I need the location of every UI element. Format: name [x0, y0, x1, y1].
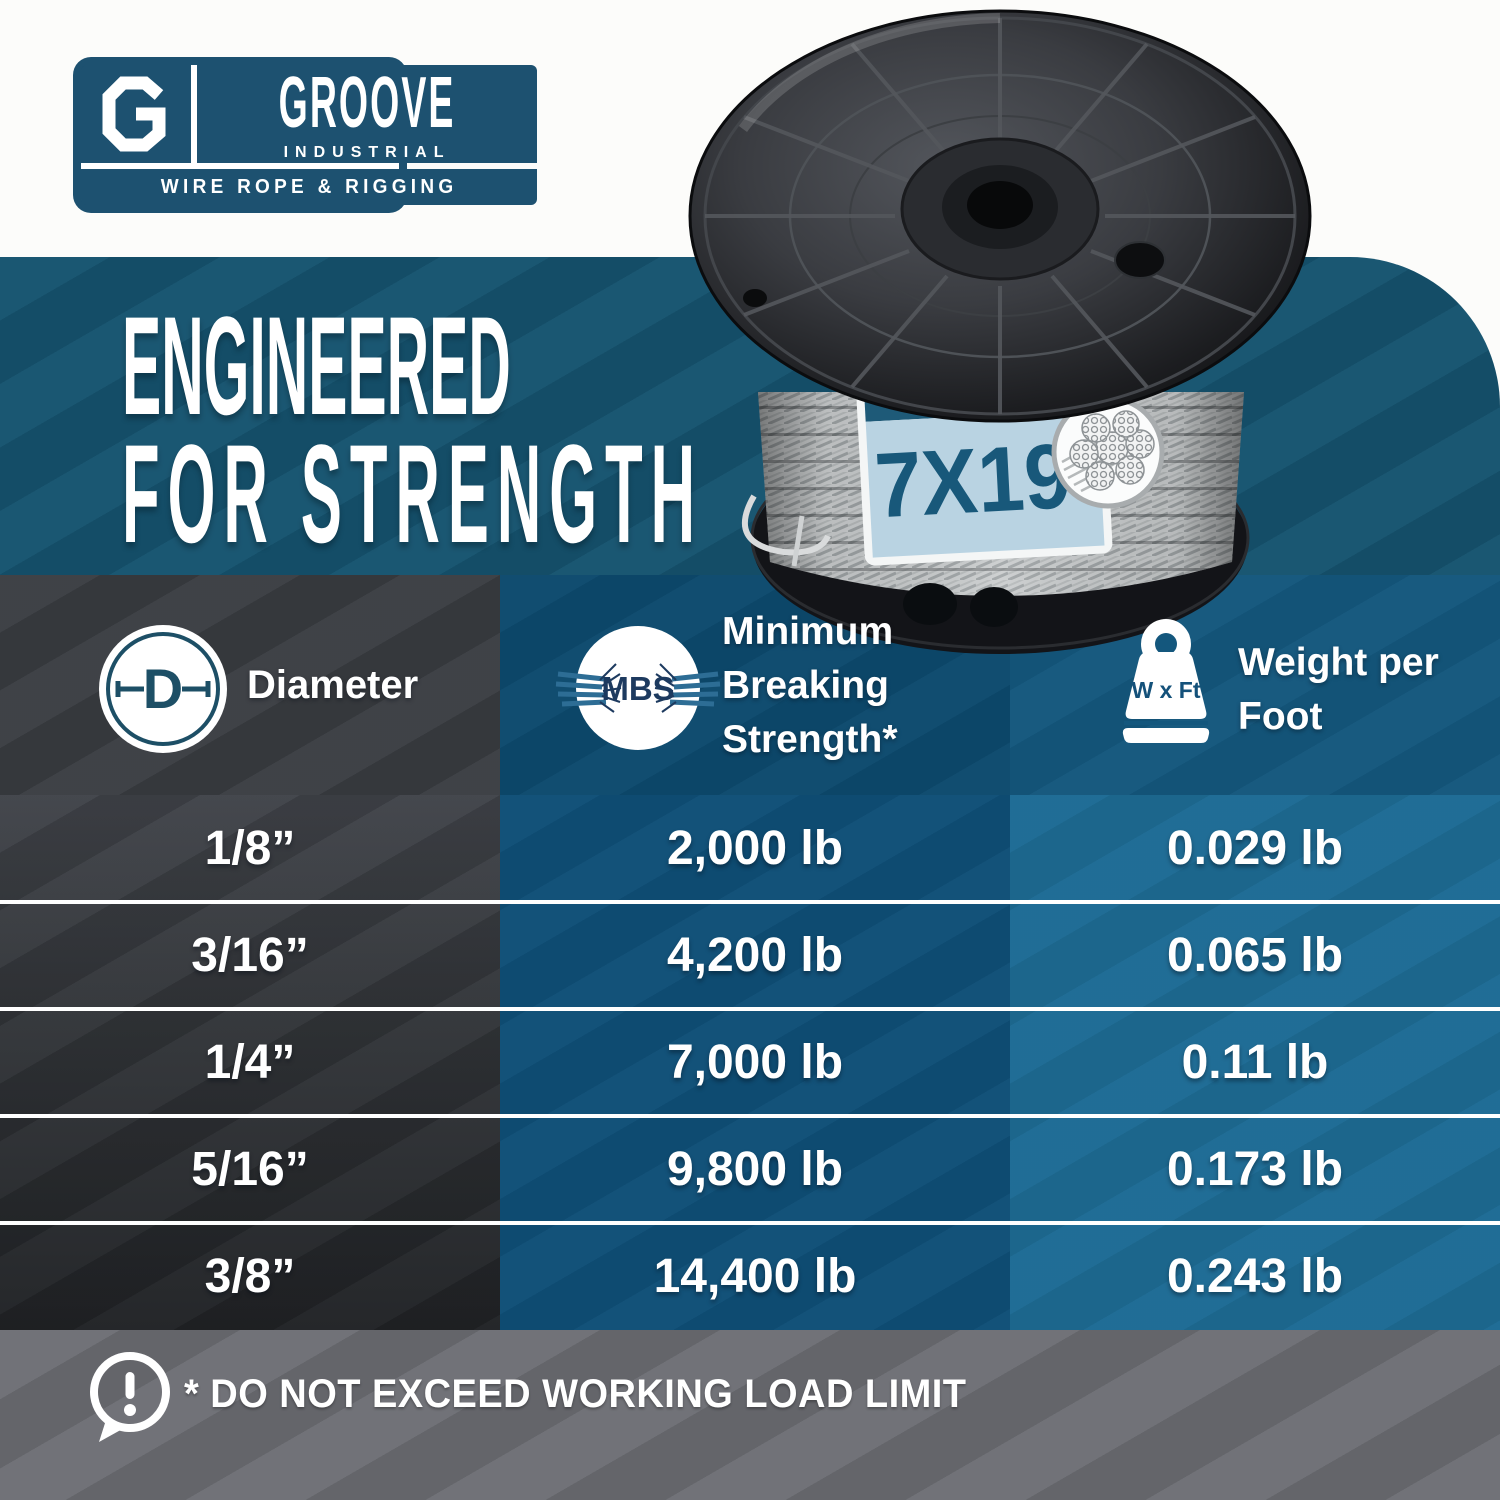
cell-diameter: 1/4” [204, 1036, 296, 1089]
stray-wire [741, 494, 831, 556]
cell-diameter: 3/16” [191, 929, 309, 982]
body-col-weight-bg [1010, 795, 1500, 1330]
cell-mbs: 9,800 lb [666, 1143, 844, 1196]
table-row: 3/16” 4,200 lb 0.065 lb [0, 902, 1500, 1009]
brand-name: GROOVE [278, 62, 456, 143]
cell-weight: 0.173 lb [1166, 1143, 1344, 1196]
table-row: 3/8” 14,400 lb 0.243 lb [0, 1223, 1500, 1330]
brand-tagline: WIRE ROPE & RIGGING [160, 175, 458, 198]
header-label-weight: Weight per Foot [1238, 641, 1439, 738]
table-row: 5/16” 9,800 lb 0.173 lb [0, 1116, 1500, 1223]
table-row: 1/4” 7,000 lb 0.11 lb [0, 1009, 1500, 1116]
body-col-mbs-bg [500, 795, 1010, 1330]
cable-spool-photo: GROOVE INDUSTRIAL WIRE ROPE & RIGGING Ho… [688, 9, 1312, 654]
cell-weight: 0.11 lb [1181, 1036, 1329, 1089]
cell-diameter: 5/16” [191, 1143, 309, 1196]
header-label-diameter: Diameter [247, 663, 419, 707]
cell-weight: 0.243 lb [1166, 1250, 1344, 1303]
headline-line1: ENGINEERED [122, 287, 511, 444]
diameter-icon: D [99, 625, 227, 753]
spool-top-flange [688, 9, 1312, 423]
header-col-diameter-bg [0, 575, 500, 795]
exclamation-bubble-icon [90, 1352, 170, 1442]
cable-cross-section-icon [1051, 395, 1165, 509]
weight-icon-label: W x Ft [1132, 677, 1201, 703]
spool-flange-hole [970, 587, 1018, 627]
footer-note: * DO NOT EXCEED WORKING LOAD LIMIT [184, 1372, 967, 1416]
cell-mbs: 4,200 lb [666, 929, 844, 982]
groove-logo-name: GROOVE INDUSTRIAL [197, 62, 538, 163]
body-col-diameter-bg [0, 795, 500, 1330]
header-label-mbs: Minimum Breaking Strength* [722, 610, 898, 761]
diameter-icon-letter: D [143, 657, 183, 720]
row-separator [0, 1114, 1500, 1118]
footer-band [0, 1330, 1500, 1500]
label-construction: 7X19 [872, 425, 1073, 537]
headline-line2: FOR STRENGTH [122, 415, 703, 572]
stray-wire-pin [791, 515, 805, 567]
cell-weight: 0.029 lb [1166, 822, 1344, 875]
cell-diameter: 3/8” [204, 1250, 296, 1303]
row-separator [0, 1007, 1500, 1011]
table-row: 1/8” 2,000 lb 0.029 lb [0, 795, 1500, 902]
cell-mbs: 2,000 lb [666, 822, 844, 875]
groove-logo: GROOVE INDUSTRIAL WIRE ROPE & RIGGING [73, 57, 538, 213]
weight-icon: W x Ft [1122, 619, 1210, 743]
brand-subtitle: INDUSTRIAL [283, 143, 451, 161]
row-separator [0, 1221, 1500, 1225]
cell-weight: 0.065 lb [1166, 929, 1344, 982]
cell-mbs: 7,000 lb [666, 1036, 844, 1089]
row-separator [0, 900, 1500, 904]
mbs-icon: MBS [555, 626, 721, 750]
cell-diameter: 1/8” [204, 822, 296, 875]
groove-g-icon [81, 65, 191, 163]
groove-logo-tagline-band: WIRE ROPE & RIGGING [81, 169, 538, 205]
mbs-icon-label: MBS [601, 670, 674, 707]
cell-mbs: 14,400 lb [653, 1250, 857, 1303]
groove-g-glyph [102, 76, 166, 152]
groove-logo-grid: GROOVE INDUSTRIAL WIRE ROPE & RIGGING [81, 65, 538, 205]
spool-flange-hole [903, 583, 957, 625]
